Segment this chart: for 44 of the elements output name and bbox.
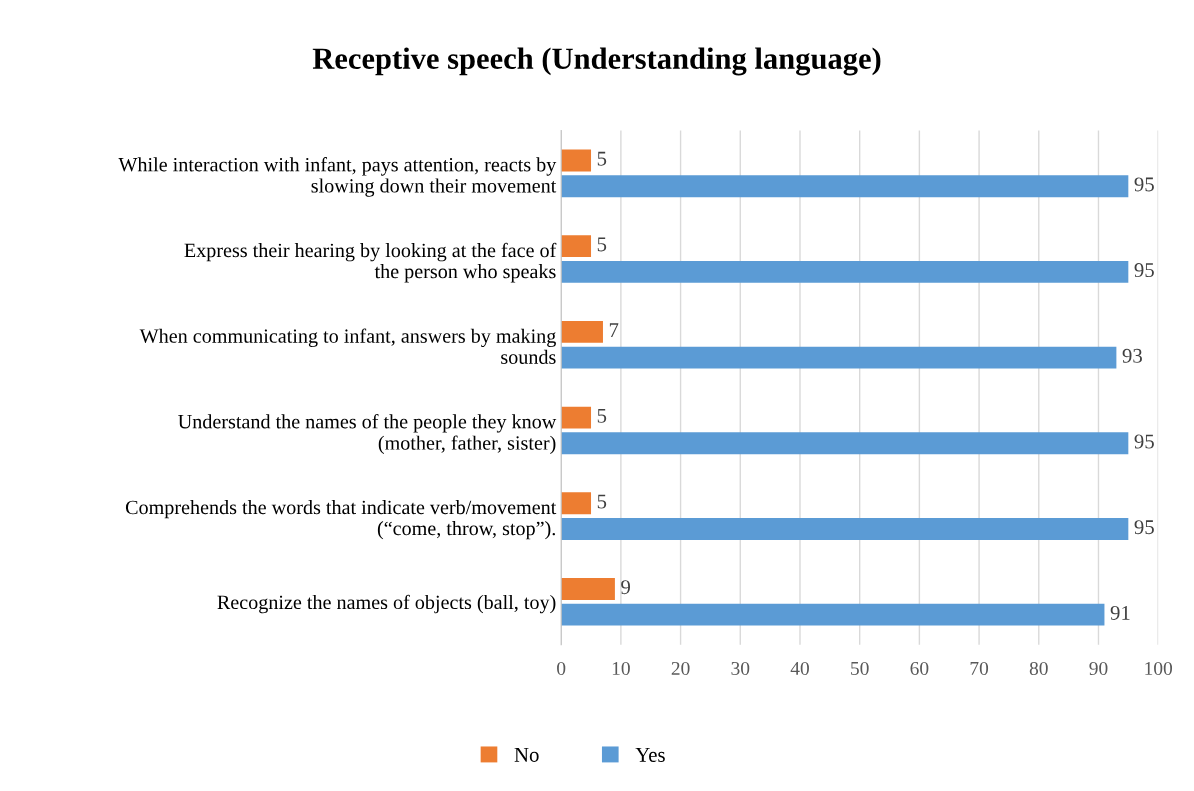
data-label: 9	[621, 580, 631, 595]
x-tick-label: 0	[557, 661, 566, 676]
legend-label: Yes	[635, 748, 665, 762]
bar	[561, 603, 1105, 626]
data-label: 95	[1134, 263, 1154, 278]
bar	[561, 518, 1129, 540]
bar	[561, 492, 592, 515]
data-label: 95	[1134, 177, 1154, 192]
bar	[561, 432, 1129, 455]
bar	[561, 346, 1117, 369]
x-tick-label: 10	[612, 661, 630, 676]
data-label: 5	[597, 408, 607, 423]
x-tick-label: 70	[970, 661, 989, 676]
data-label: 95	[1134, 434, 1154, 449]
chart-title: Receptive speech (Understanding language)	[312, 47, 881, 76]
x-tick-label: 80	[1029, 661, 1048, 676]
y-tick-label: Understand the names of the people they know (mother, father, sister)	[178, 414, 557, 454]
bar	[561, 260, 1129, 283]
x-tick-label: 100	[1145, 661, 1173, 676]
data-label: 93	[1122, 348, 1142, 363]
bar	[561, 320, 603, 343]
data-label: 5	[597, 151, 607, 166]
bar	[561, 578, 615, 600]
y-tick-label: Comprehends the words that indicate verb/movement (“come, throw, stop”).	[125, 500, 557, 540]
bar	[561, 406, 592, 429]
bar	[561, 235, 592, 258]
y-tick-label: While interaction with infant, pays attention, reacts by slowing down their movement	[118, 157, 557, 197]
x-tick-label: 40	[790, 661, 809, 676]
data-label: 95	[1134, 520, 1154, 535]
data-label: 91	[1110, 605, 1130, 620]
data-label: 5	[597, 494, 607, 509]
x-tick-label: 30	[731, 661, 750, 676]
x-tick-label: 90	[1089, 661, 1108, 676]
bar	[561, 149, 592, 172]
x-tick-label: 20	[671, 661, 690, 676]
y-tick-label: Recognize the names of objects (ball, toy)	[217, 594, 556, 614]
legend-label: No	[514, 748, 539, 762]
data-label: 7	[609, 323, 619, 337]
bar	[561, 175, 1129, 198]
y-tick-label: When communicating to infant, answers by making sounds	[139, 328, 556, 364]
y-tick-label: Express their hearing by looking at the face of the person who speaks	[184, 242, 557, 283]
x-tick-label: 60	[910, 661, 929, 676]
x-tick-label: 50	[851, 661, 869, 676]
data-label: 5	[597, 237, 607, 252]
